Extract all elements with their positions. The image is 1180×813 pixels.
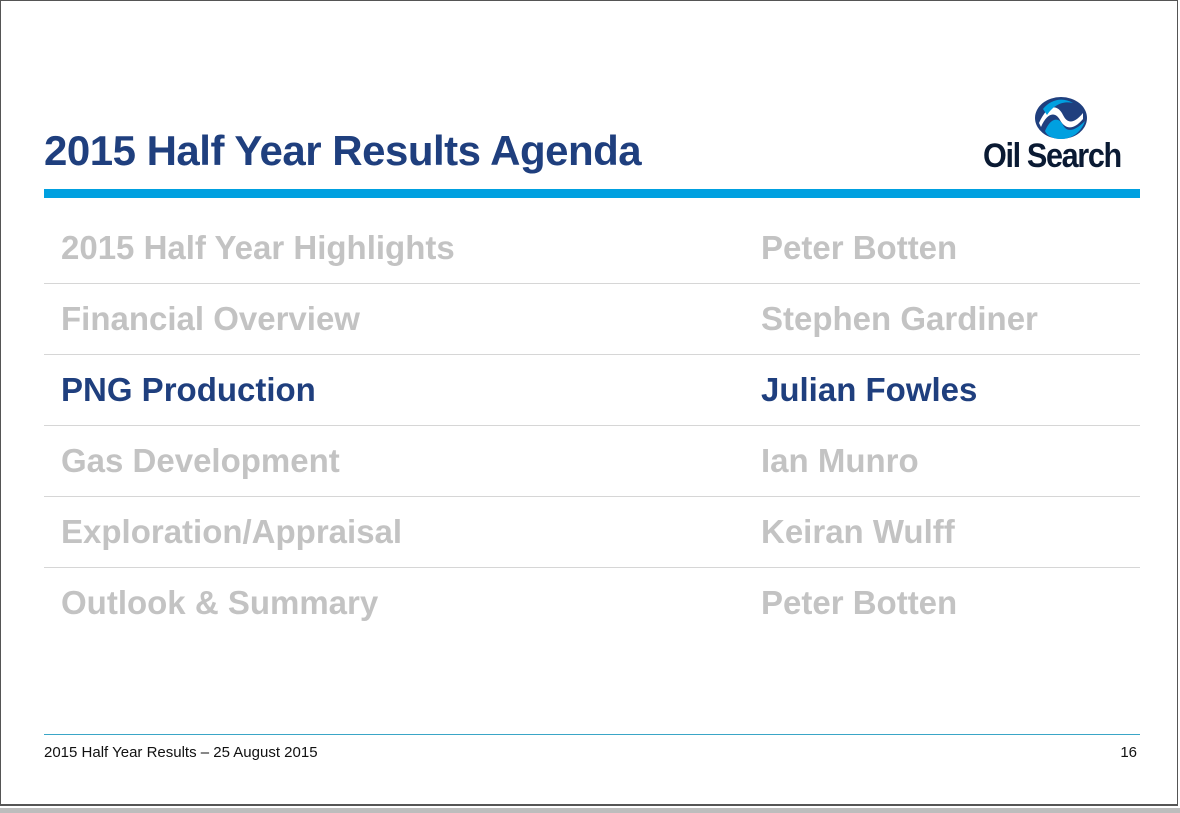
agenda-topic: Outlook & Summary [61,584,379,621]
agenda-row: Outlook & Summary Peter Botten [44,568,1140,639]
oil-search-logo: Oil Search [981,93,1141,179]
title-underline [44,189,1140,198]
footer-caption: 2015 Half Year Results – 25 August 2015 [44,744,318,761]
agenda-topic: Gas Development [61,442,340,479]
agenda-row: Gas Development Ian Munro [44,426,1140,497]
slide-shadow [0,808,1180,813]
agenda-topic: 2015 Half Year Highlights [61,229,455,266]
agenda-speaker: Peter Botten [761,584,958,621]
agenda-topic: Exploration/Appraisal [61,513,403,550]
agenda-row: Exploration/Appraisal Keiran Wulff [44,497,1140,568]
agenda-speaker: Stephen Gardiner [761,300,1038,337]
agenda-table: 2015 Half Year Highlights Peter Botten F… [44,213,1140,639]
agenda-speaker: Julian Fowles [761,371,978,408]
agenda-row-active: PNG Production Julian Fowles [44,355,1140,426]
logo-wordmark: Oil Search [983,137,1122,175]
page-number: 16 [1120,744,1137,761]
agenda-speaker: Ian Munro [761,442,919,479]
slide-title: 2015 Half Year Results Agenda [44,127,642,174]
agenda-row: 2015 Half Year Highlights Peter Botten [44,213,1140,284]
agenda-topic: PNG Production [61,371,316,408]
agenda-speaker: Peter Botten [761,229,958,266]
agenda-row: Financial Overview Stephen Gardiner [44,284,1140,355]
agenda-speaker: Keiran Wulff [761,513,955,550]
agenda-topic: Financial Overview [61,300,360,337]
oil-search-globe-icon [1035,97,1087,139]
footer-divider [44,734,1140,735]
